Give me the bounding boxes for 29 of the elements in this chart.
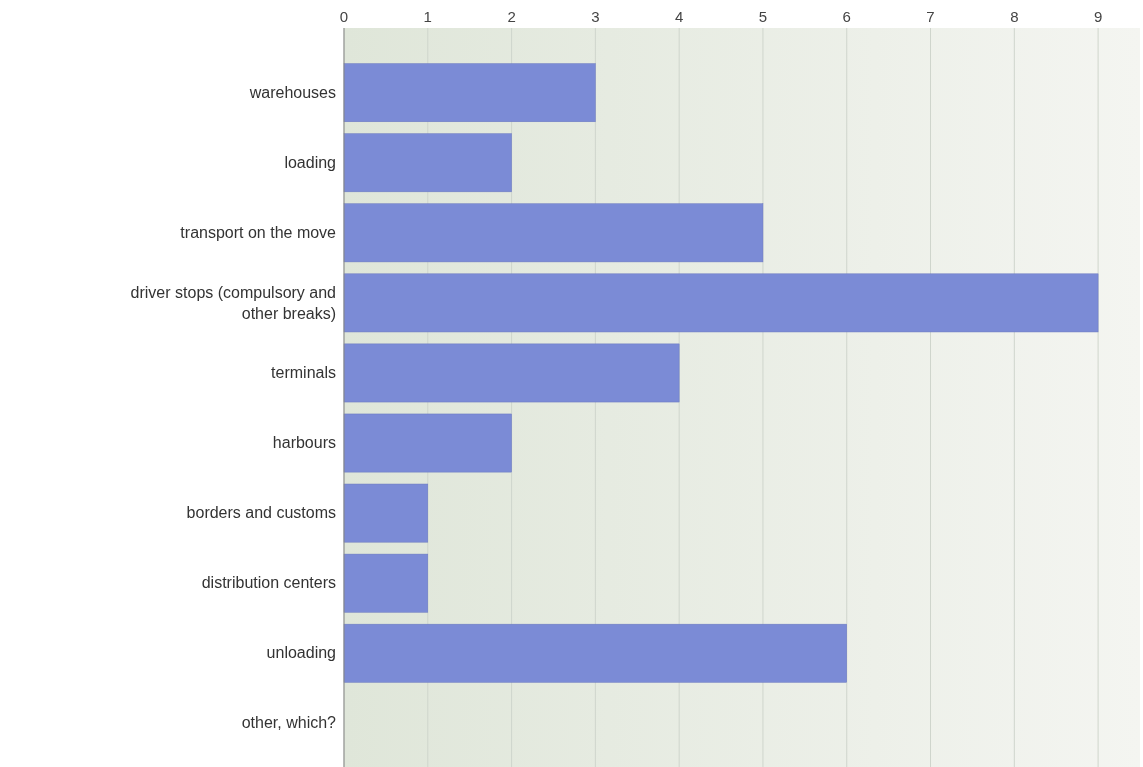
y-tick-label: harbours xyxy=(272,434,336,452)
x-tick-label: 1 xyxy=(423,8,432,25)
bar xyxy=(343,63,596,123)
x-tick-label: 5 xyxy=(758,8,768,25)
bar xyxy=(343,553,429,613)
x-tick-label: 4 xyxy=(674,8,684,25)
x-tick-label: 9 xyxy=(1093,8,1103,25)
bar xyxy=(343,273,1099,333)
y-tick-label: other, which? xyxy=(241,714,337,732)
y-tick-label: transport on the move xyxy=(180,223,337,241)
bar xyxy=(343,133,512,193)
y-tick-label: borders and customs xyxy=(186,504,336,522)
y-tick-label: unloading xyxy=(266,644,336,662)
x-tick-label: 3 xyxy=(591,8,600,25)
bar xyxy=(343,623,847,683)
y-tick-label: driver stops (compulsory and other breaks) xyxy=(130,283,336,322)
bar xyxy=(343,483,429,543)
x-tick-label: 7 xyxy=(926,8,935,25)
y-tick-label: warehouses xyxy=(248,83,336,101)
x-tick-label: 0 xyxy=(339,8,349,25)
x-tick-label: 2 xyxy=(507,8,516,25)
bar xyxy=(343,413,512,473)
y-tick-label: loading xyxy=(284,153,336,171)
y-tick-label: terminals xyxy=(271,363,336,381)
x-tick-label: 8 xyxy=(1010,8,1019,25)
bar xyxy=(343,343,680,403)
x-tick-label: 6 xyxy=(842,8,851,25)
y-tick-label: distribution centers xyxy=(201,574,336,592)
bar xyxy=(343,203,764,263)
